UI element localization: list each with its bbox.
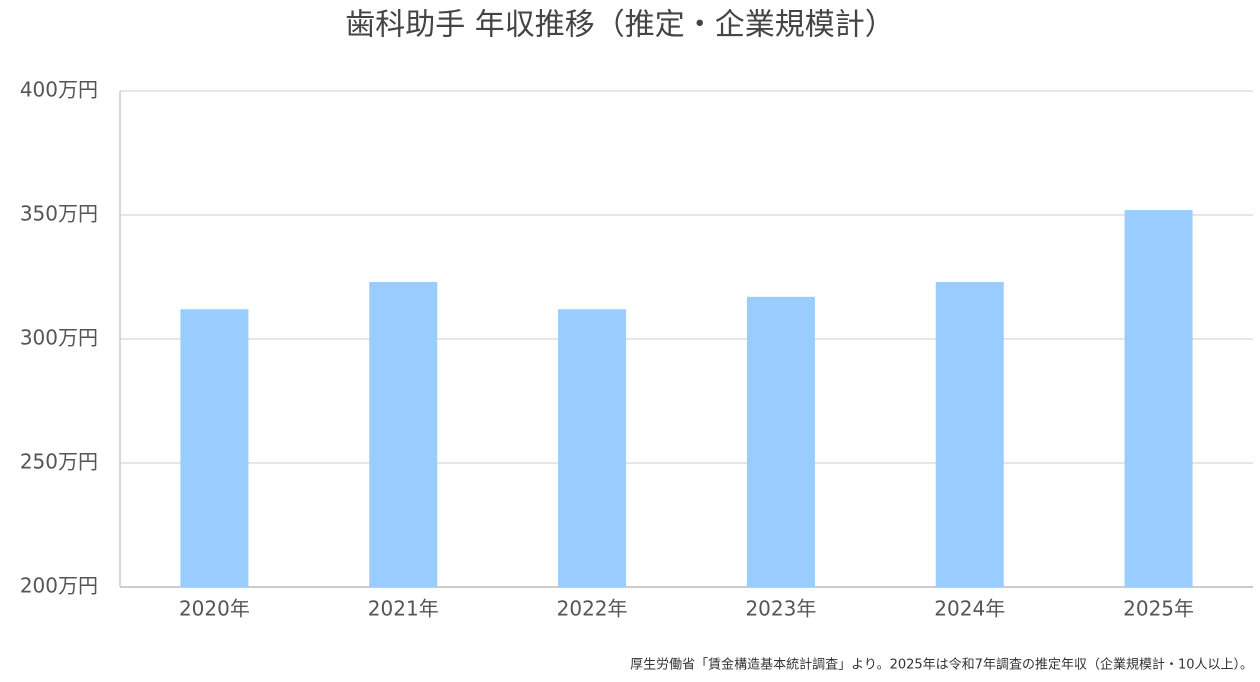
x-tick-label: 2025年 bbox=[1123, 597, 1194, 621]
x-tick-label: 2020年 bbox=[179, 597, 250, 621]
x-tick-label: 2023年 bbox=[745, 597, 816, 621]
y-tick-label: 200万円 bbox=[20, 574, 98, 598]
bar bbox=[935, 281, 1004, 587]
bar bbox=[558, 309, 627, 587]
x-tick-label: 2021年 bbox=[368, 597, 439, 621]
bar bbox=[746, 296, 815, 587]
y-tick-label: 250万円 bbox=[20, 450, 98, 474]
bar bbox=[369, 281, 438, 587]
bar bbox=[1124, 210, 1193, 588]
x-tick-label: 2024年 bbox=[934, 597, 1005, 621]
y-tick-label: 400万円 bbox=[20, 78, 98, 102]
y-tick-label: 350万円 bbox=[20, 202, 98, 226]
chart-title: 歯科助手 年収推移（推定・企業規模計） bbox=[345, 8, 895, 43]
y-tick-label: 300万円 bbox=[20, 326, 98, 350]
x-tick-label: 2022年 bbox=[557, 597, 628, 621]
source-note: 厚生労働省「賃金構造基本統計調査」より。2025年は令和7年調査の推定年収（企業… bbox=[630, 657, 1253, 673]
bar bbox=[180, 309, 249, 587]
